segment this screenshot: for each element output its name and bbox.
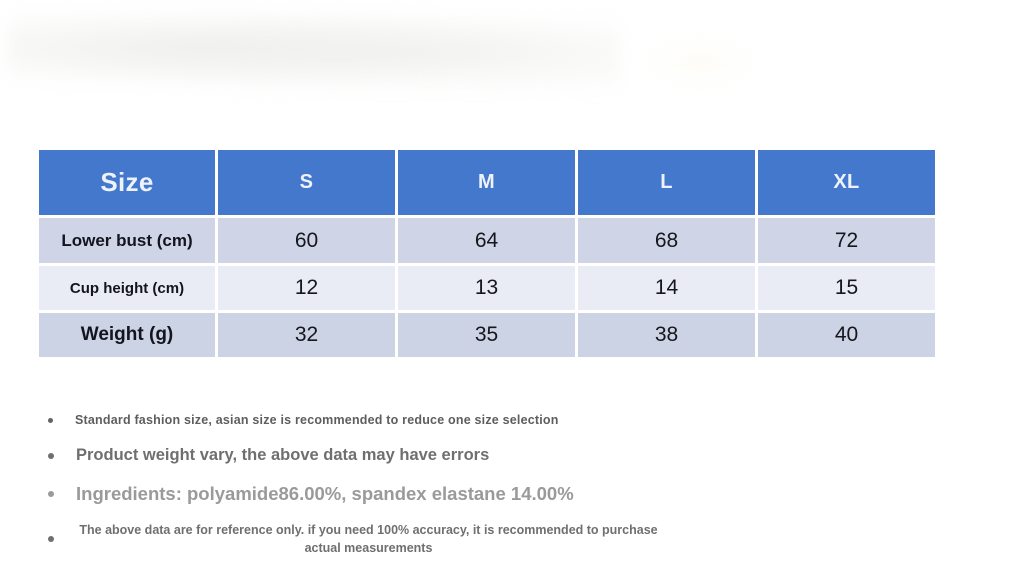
note-text: The above data are for reference only. i… — [79, 523, 658, 556]
note-text: Product weight vary, the above data may … — [76, 446, 490, 464]
table-cell: 40 — [758, 313, 935, 357]
bullet-icon — [48, 536, 54, 543]
table-cell: 32 — [218, 313, 395, 357]
bullet-icon — [48, 417, 53, 423]
row-label-lower-bust: Lower bust (cm) — [39, 218, 215, 263]
table-cell: 68 — [578, 218, 755, 263]
size-chart-table: Size S M L XL Lower bust (cm) 60 64 68 7… — [39, 150, 935, 357]
table-cell: 15 — [758, 266, 935, 310]
row-label-cup-height: Cup height (cm) — [39, 266, 215, 310]
note-weight-errors: Product weight vary, the above data may … — [48, 446, 489, 465]
bullet-icon — [48, 491, 54, 497]
table-cell: 64 — [398, 218, 575, 263]
table-cell: 35 — [398, 313, 575, 357]
table-cell: 12 — [218, 266, 395, 310]
note-text: Standard fashion size, asian size is rec… — [75, 413, 559, 427]
note-standard-size: Standard fashion size, asian size is rec… — [48, 413, 559, 427]
bullet-icon — [48, 452, 54, 459]
note-ingredients: Ingredients: polyamide86.00%, spandex el… — [48, 483, 574, 505]
table-cell: 14 — [578, 266, 755, 310]
note-reference-disclaimer: The above data are for reference only. i… — [48, 521, 661, 557]
table-header-size: Size — [39, 150, 215, 215]
table-header-col-m: M — [398, 150, 575, 215]
table-header-col-l: L — [578, 150, 755, 215]
faded-watermark-blob-right — [640, 40, 760, 85]
note-text: Ingredients: polyamide86.00%, spandex el… — [76, 483, 574, 504]
table-cell: 60 — [218, 218, 395, 263]
table-cell: 13 — [398, 266, 575, 310]
table-cell: 72 — [758, 218, 935, 263]
row-label-weight: Weight (g) — [39, 313, 215, 357]
faded-watermark-blob — [8, 10, 620, 92]
table-header-col-xl: XL — [758, 150, 935, 215]
table-header-col-s: S — [218, 150, 395, 215]
table-cell: 38 — [578, 313, 755, 357]
